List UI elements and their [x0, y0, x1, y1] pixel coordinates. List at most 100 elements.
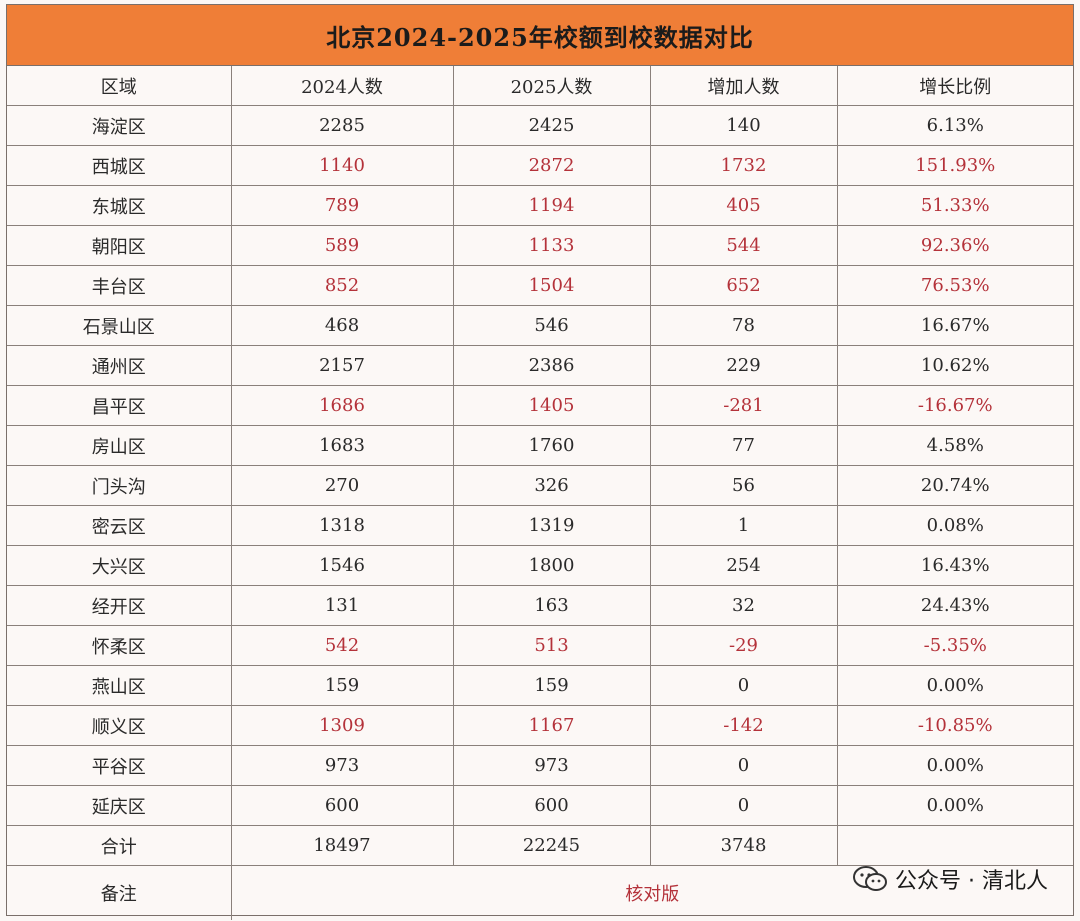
cell-increase: 0: [649, 785, 838, 826]
table-row: 经开区 131 163 32 24.43%: [7, 585, 1073, 626]
cell-y2025: 1167: [452, 705, 651, 746]
header-district: 区域: [7, 66, 232, 106]
cell-district: 燕山区: [7, 665, 232, 706]
cell-ratio: 16.67%: [836, 305, 1073, 346]
cell-y2024: 468: [230, 305, 454, 346]
cell-y2024: 589: [230, 225, 454, 266]
cell-increase: 405: [649, 185, 838, 226]
cell-increase: 77: [649, 425, 838, 466]
table-row: 东城区 789 1194 405 51.33%: [7, 185, 1073, 226]
table-row: 朝阳区 589 1133 544 92.36%: [7, 225, 1073, 266]
table-row: 延庆区 600 600 0 0.00%: [7, 785, 1073, 826]
cell-ratio: 92.36%: [836, 225, 1073, 266]
cell-y2024: 1309: [230, 705, 454, 746]
cell-ratio: 10.62%: [836, 345, 1073, 386]
cell-y2025: 326: [452, 465, 651, 506]
cell-y2024: 789: [230, 185, 454, 226]
cell-y2024: 1318: [230, 505, 454, 546]
total-row: 合计 18497 22245 3748: [7, 825, 1073, 866]
cell-y2025: 2872: [452, 145, 651, 186]
table-row: 怀柔区 542 513 -29 -5.35%: [7, 625, 1073, 666]
table-row: 通州区 2157 2386 229 10.62%: [7, 345, 1073, 386]
cell-ratio: 24.43%: [836, 585, 1073, 626]
table-row: 昌平区 1686 1405 -281 -16.67%: [7, 385, 1073, 426]
total-2024: 18497: [230, 825, 454, 866]
cell-district: 密云区: [7, 505, 232, 546]
header-2024: 2024人数: [230, 66, 454, 106]
table-row: 西城区 1140 2872 1732 151.93%: [7, 145, 1073, 186]
cell-district: 石景山区: [7, 305, 232, 346]
cell-y2024: 973: [230, 745, 454, 786]
cell-y2025: 1133: [452, 225, 651, 266]
data-table: 区域 2024人数 2025人数 增加人数 增长比例 海淀区 2285 2425 14…: [7, 66, 1073, 920]
header-2025: 2025人数: [452, 66, 651, 106]
cell-ratio: 0.00%: [836, 665, 1073, 706]
cell-district: 朝阳区: [7, 225, 232, 266]
cell-district: 房山区: [7, 425, 232, 466]
cell-district: 延庆区: [7, 785, 232, 826]
page-title: 北京2024-2025年校额到校数据对比: [326, 22, 754, 52]
table-row: 海淀区 2285 2425 140 6.13%: [7, 105, 1073, 146]
total-increase: 3748: [649, 825, 838, 866]
brand-badge: 公众号 · 清北人: [853, 863, 1048, 895]
header-row: 区域 2024人数 2025人数 增加人数 增长比例: [7, 66, 1073, 106]
cell-district: 东城区: [7, 185, 232, 226]
cell-district: 西城区: [7, 145, 232, 186]
cell-district: 海淀区: [7, 105, 232, 146]
cell-ratio: -5.35%: [836, 625, 1073, 666]
cell-increase: 0: [649, 665, 838, 706]
cell-y2024: 600: [230, 785, 454, 826]
cell-ratio: -16.67%: [836, 385, 1073, 426]
cell-ratio: 0.00%: [836, 745, 1073, 786]
cell-y2025: 163: [452, 585, 651, 626]
cell-increase: 1: [649, 505, 838, 546]
cell-y2025: 2386: [452, 345, 651, 386]
cell-y2024: 852: [230, 265, 454, 306]
cell-ratio: -10.85%: [836, 705, 1073, 746]
cell-y2025: 1319: [452, 505, 651, 546]
cell-district: 经开区: [7, 585, 232, 626]
cell-increase: -29: [649, 625, 838, 666]
cell-ratio: 51.33%: [836, 185, 1073, 226]
cell-y2024: 542: [230, 625, 454, 666]
total-ratio: [836, 825, 1073, 866]
cell-y2025: 2425: [452, 105, 651, 146]
cell-y2025: 973: [452, 745, 651, 786]
header-increase: 增加人数: [649, 66, 838, 106]
cell-y2025: 1405: [452, 385, 651, 426]
total-label: 合计: [7, 825, 232, 866]
cell-ratio: 0.08%: [836, 505, 1073, 546]
cell-ratio: 0.00%: [836, 785, 1073, 826]
total-2025: 22245: [452, 825, 651, 866]
table-row: 密云区 1318 1319 1 0.08%: [7, 505, 1073, 546]
cell-ratio: 151.93%: [836, 145, 1073, 186]
cell-district: 大兴区: [7, 545, 232, 586]
title-bar: 北京2024-2025年校额到校数据对比: [7, 5, 1073, 66]
table-body: 海淀区 2285 2425 140 6.13% 西城区 1140 2872 1732 151.93…: [7, 105, 1073, 826]
cell-district: 昌平区: [7, 385, 232, 426]
cell-y2025: 546: [452, 305, 651, 346]
cell-ratio: 76.53%: [836, 265, 1073, 306]
remark-label: 备注: [7, 865, 232, 920]
cell-increase: -142: [649, 705, 838, 746]
cell-increase: 544: [649, 225, 838, 266]
cell-y2025: 1194: [452, 185, 651, 226]
header-ratio: 增长比例: [836, 66, 1073, 106]
table-row: 丰台区 852 1504 652 76.53%: [7, 265, 1073, 306]
brand-text: 公众号 · 清北人: [895, 869, 1048, 894]
table-row: 门头沟 270 326 56 20.74%: [7, 465, 1073, 506]
cell-y2025: 600: [452, 785, 651, 826]
cell-district: 怀柔区: [7, 625, 232, 666]
cell-y2024: 1140: [230, 145, 454, 186]
cell-y2024: 1686: [230, 385, 454, 426]
cell-y2024: 270: [230, 465, 454, 506]
comparison-sheet: 北京2024-2025年校额到校数据对比 区域 2024人数 2025人数 增加…: [6, 4, 1074, 920]
cell-increase: 254: [649, 545, 838, 586]
cell-y2025: 1760: [452, 425, 651, 466]
cell-increase: 652: [649, 265, 838, 306]
cell-y2025: 1504: [452, 265, 651, 306]
cell-ratio: 6.13%: [836, 105, 1073, 146]
cell-district: 顺义区: [7, 705, 232, 746]
table-row: 顺义区 1309 1167 -142 -10.85%: [7, 705, 1073, 746]
cell-increase: 78: [649, 305, 838, 346]
